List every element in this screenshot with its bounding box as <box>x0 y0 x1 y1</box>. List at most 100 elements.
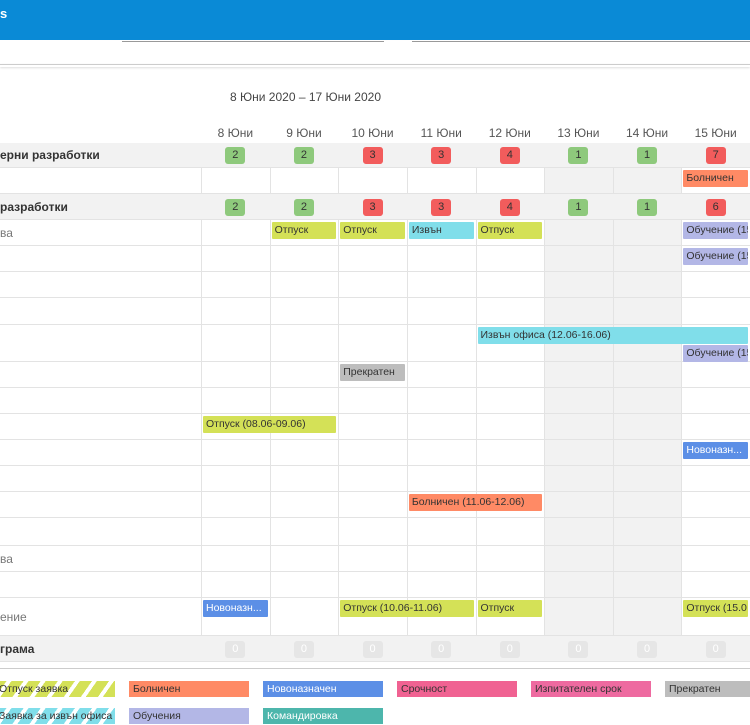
cell-line <box>544 414 546 440</box>
cell-line <box>612 492 614 518</box>
cell-line <box>475 220 477 246</box>
cell-line <box>201 168 202 194</box>
cell-line <box>612 220 614 246</box>
count-badge: 2 <box>293 198 314 216</box>
row-line <box>0 439 750 440</box>
cell-line <box>338 272 340 298</box>
event[interactable]: Извън офиса (12.06-16.06) <box>477 327 748 344</box>
cell-line <box>406 388 408 414</box>
cell-line <box>406 246 408 272</box>
count-badge: 1 <box>568 198 589 216</box>
cell-line <box>201 518 202 546</box>
cell-line <box>201 325 202 362</box>
cell-line <box>269 546 271 572</box>
cell-line <box>475 440 477 466</box>
event[interactable]: Отпуск (15.0 <box>683 600 748 617</box>
cell-line <box>406 414 408 440</box>
event[interactable]: Отпуск (08.06-09.06) <box>203 416 337 433</box>
cell-line <box>338 246 340 272</box>
cell-line <box>612 440 614 466</box>
count-badge: 1 <box>637 147 658 164</box>
header-title: s <box>0 6 8 21</box>
cell-line <box>406 546 408 572</box>
cell-line <box>544 572 546 598</box>
event[interactable]: Обучение (15 <box>683 345 748 362</box>
event[interactable]: Отпуск <box>340 222 405 239</box>
cell-line <box>201 466 202 492</box>
event[interactable]: Обучение (15 <box>683 222 748 239</box>
cell-line <box>269 518 271 546</box>
row-line <box>0 571 750 572</box>
weekend-shade <box>612 143 682 662</box>
cell-line <box>201 388 202 414</box>
cell-line <box>269 298 271 325</box>
event[interactable]: Отпуск (10.06-11.06) <box>340 600 474 617</box>
cell-line <box>681 246 683 272</box>
cell-line <box>475 466 477 492</box>
column-header: 14 Юни <box>625 126 669 140</box>
cell-line <box>544 388 546 414</box>
event[interactable]: Прекратен <box>340 364 405 381</box>
row-line <box>0 245 750 246</box>
event[interactable]: Обучение (15 <box>683 248 748 265</box>
event[interactable]: Болничен (11.06-12.06) <box>408 494 543 511</box>
cell-line <box>201 298 202 325</box>
cell-line <box>269 572 271 598</box>
cell-line <box>338 168 340 194</box>
cell-line <box>338 572 340 598</box>
cell-line <box>338 362 340 388</box>
dropdown[interactable] <box>412 40 750 42</box>
column-header: 10 Юни <box>351 126 394 140</box>
legend-item: Обучения <box>129 708 249 724</box>
row-line <box>0 387 750 388</box>
event[interactable]: Извън <box>408 222 474 239</box>
row-line <box>0 219 750 220</box>
cell-line <box>201 492 202 518</box>
cell-line <box>475 388 477 414</box>
cell-line <box>612 572 614 598</box>
cell-line <box>681 362 683 388</box>
cell-line <box>269 168 271 194</box>
row-line <box>0 661 750 662</box>
event[interactable]: Новоназн... <box>683 442 748 459</box>
event[interactable]: Отпуск <box>477 600 543 617</box>
event[interactable]: Отпуск <box>271 222 337 239</box>
row-line <box>0 517 750 518</box>
cell-line <box>338 325 340 362</box>
cell-line <box>201 440 202 466</box>
count-badge: 0 <box>637 640 658 658</box>
cell-line <box>681 414 683 440</box>
cell-line <box>269 440 271 466</box>
event[interactable]: Новоназн... <box>203 600 268 617</box>
cell-line <box>338 546 340 572</box>
cell-line <box>269 272 271 298</box>
event[interactable]: Отпуск <box>477 222 543 239</box>
column-header: 15 Юни <box>694 126 737 140</box>
cell-line <box>269 325 271 362</box>
cell-line <box>201 246 202 272</box>
count-badge: 3 <box>362 147 383 164</box>
legend-item: Изпитателен срок <box>531 681 651 697</box>
cell-line <box>681 298 683 325</box>
cell-line <box>338 388 340 414</box>
cell-line <box>544 246 546 272</box>
cell-line <box>544 168 546 194</box>
cell-line <box>544 220 546 246</box>
dropdown[interactable] <box>122 40 384 42</box>
cell-line <box>201 546 202 572</box>
cell-line <box>612 388 614 414</box>
row-line <box>0 361 750 362</box>
cell-line <box>406 168 408 194</box>
cell-line <box>475 546 477 572</box>
row-line <box>0 193 750 194</box>
cell-line <box>681 220 683 246</box>
count-badge: 2 <box>293 147 314 164</box>
cell-line <box>612 362 614 388</box>
count-badge: 0 <box>293 640 314 658</box>
event[interactable]: Болничен <box>683 170 748 187</box>
cell-line <box>475 362 477 388</box>
cell-line <box>338 440 340 466</box>
cell-line <box>406 572 408 598</box>
